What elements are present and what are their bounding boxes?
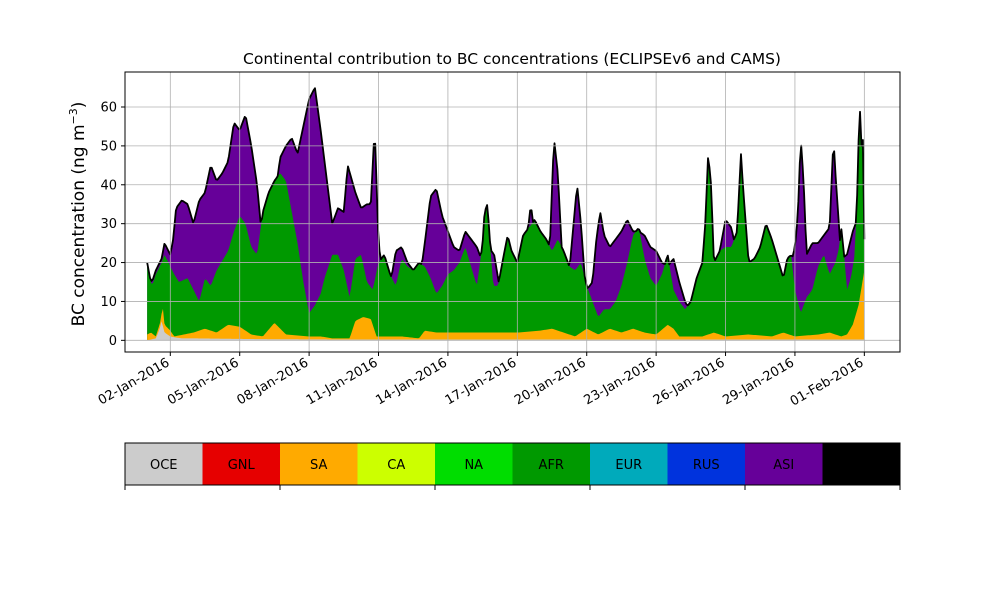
y-tick-label: 60 [100,101,117,116]
y-tick-label: 40 [100,178,117,193]
legend-label-rus: RUS [693,458,720,473]
legend-label-gnl: GNL [228,458,256,473]
chart-title: Continental contribution to BC concentra… [243,50,781,68]
legend-label-na: NA [464,458,483,473]
legend-swatch-sa [280,443,358,485]
y-axis-label-exponent: −3 [67,108,80,124]
y-tick-label: 10 [100,295,117,310]
plot-area: 010203040506002-Jan-201605-Jan-201608-Ja… [96,71,901,409]
legend-label-afr: AFR [539,458,564,473]
y-tick-label: 50 [100,139,117,154]
legend-swatch-na [435,443,513,485]
legend-swatch-aus [822,443,901,485]
area-layer-afr [147,111,865,341]
y-tick-label: 30 [100,217,117,232]
colorbar-legend: OCE GNL SA CA NA AFR EUR RUS ASI AUS [124,442,901,490]
legend-label-eur: EUR [615,458,642,473]
y-axis-label-text: BC concentration (ng m [69,124,89,326]
y-axis-label-close: ) [69,102,89,109]
total-outline [146,87,866,307]
legend-swatch-rus [667,443,746,485]
legend-frame [124,442,901,486]
area-layer-sa [147,270,865,341]
legend-swatch-asi [745,443,823,485]
legend-label-ca: CA [387,458,405,473]
legend-swatch-eur [590,443,668,485]
legend-swatch-oce [125,443,203,485]
legend-label-oce: OCE [150,458,178,473]
legend-swatch-ca [357,443,436,485]
y-tick-label: 0 [109,334,117,349]
legend-swatch-afr [512,443,591,485]
legend-label-asi: ASI [773,458,794,473]
plot-frame [124,71,901,353]
legend-label-aus: AUS [848,458,875,473]
y-tick-label: 20 [100,256,117,271]
legend-label-sa: SA [310,458,327,473]
legend-swatch-gnl [202,443,281,485]
y-axis-label: BC concentration (ng m−3) [67,102,89,327]
